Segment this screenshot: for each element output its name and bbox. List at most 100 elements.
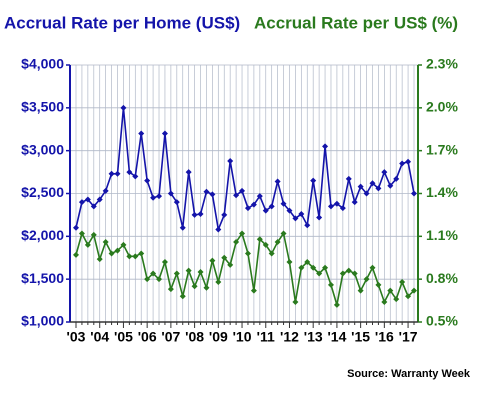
marker	[316, 270, 323, 277]
y2-tick-label: 0.8%	[426, 270, 458, 286]
marker	[310, 264, 317, 271]
marker	[161, 130, 168, 137]
marker	[310, 177, 317, 184]
marker	[90, 203, 97, 210]
marker	[280, 230, 287, 237]
marker	[215, 226, 222, 233]
x-tick-label: '09	[209, 329, 228, 345]
marker	[114, 247, 121, 254]
x-tick-label: '05	[114, 329, 133, 345]
marker	[126, 169, 133, 176]
y2-tick-label: 1.7%	[426, 141, 458, 157]
x-tick-label: '10	[233, 329, 252, 345]
chart-title: Accrual Rate per Home (US$)	[4, 13, 240, 32]
y-tick-label: $1,000	[21, 313, 64, 329]
marker	[375, 185, 382, 192]
x-tick-label: '14	[327, 329, 346, 345]
x-tick-label: '08	[185, 329, 204, 345]
marker	[286, 207, 293, 214]
marker	[221, 254, 228, 261]
source-note: Source: Warranty Week	[347, 368, 471, 380]
marker	[156, 193, 163, 200]
marker	[197, 211, 204, 218]
marker	[268, 203, 275, 210]
y-tick-label: $2,000	[21, 227, 64, 243]
marker	[363, 276, 370, 283]
marker	[144, 177, 151, 184]
marker	[102, 187, 109, 194]
marker	[274, 178, 281, 185]
marker	[268, 250, 275, 257]
marker	[90, 231, 97, 238]
marker	[233, 192, 240, 199]
marker	[327, 281, 334, 288]
y2-tick-label: 2.0%	[426, 99, 458, 115]
marker	[132, 173, 139, 180]
x-tick-label: '16	[375, 329, 394, 345]
marker	[132, 253, 139, 260]
x-tick-label: '11	[257, 329, 275, 345]
marker	[197, 269, 204, 276]
marker	[108, 250, 115, 257]
marker	[399, 279, 406, 286]
marker	[209, 191, 216, 198]
marker	[411, 287, 417, 294]
marker	[114, 170, 121, 177]
marker	[126, 253, 133, 260]
chart-title-secondary: Accrual Rate per US$ (%)	[254, 13, 458, 32]
marker	[280, 200, 287, 207]
marker	[233, 239, 240, 246]
marker	[351, 270, 358, 277]
marker	[375, 281, 382, 288]
marker	[351, 199, 358, 206]
y-tick-label: $4,000	[21, 56, 64, 72]
marker	[73, 251, 79, 258]
marker	[239, 187, 246, 194]
marker	[250, 201, 257, 208]
marker	[179, 224, 186, 231]
marker	[357, 287, 364, 294]
marker	[173, 199, 180, 206]
marker	[227, 157, 234, 164]
marker	[387, 287, 394, 294]
marker	[369, 180, 376, 187]
marker	[363, 190, 370, 197]
marker	[339, 270, 346, 277]
marker	[221, 211, 228, 218]
marker	[120, 104, 127, 111]
marker	[411, 190, 417, 197]
marker	[96, 196, 103, 203]
marker	[144, 276, 151, 283]
marker	[327, 203, 334, 210]
marker	[357, 183, 364, 190]
y2-tick-label: 0.5%	[426, 313, 458, 329]
marker	[333, 301, 340, 308]
marker	[227, 261, 234, 268]
series-line	[75, 107, 415, 233]
marker	[304, 222, 311, 229]
series-line	[75, 231, 415, 306]
x-tick-label: '03	[67, 329, 86, 345]
marker	[256, 193, 263, 200]
marker	[274, 239, 281, 246]
marker	[203, 284, 210, 291]
y-tick-label: $3,000	[21, 141, 64, 157]
marker	[185, 169, 192, 176]
marker	[78, 230, 85, 237]
marker	[138, 130, 145, 137]
marker	[167, 190, 174, 197]
x-tick-label: '15	[351, 329, 370, 345]
marker	[108, 170, 115, 177]
marker	[322, 264, 329, 271]
y-tick-label: $2,500	[21, 184, 64, 200]
marker	[150, 270, 157, 277]
x-tick-label: '13	[304, 329, 323, 345]
marker	[322, 143, 329, 150]
x-tick-label: '07	[161, 329, 180, 345]
marker	[215, 279, 222, 286]
marker	[250, 287, 257, 294]
marker	[167, 286, 174, 293]
y2-tick-label: 1.1%	[426, 227, 458, 243]
